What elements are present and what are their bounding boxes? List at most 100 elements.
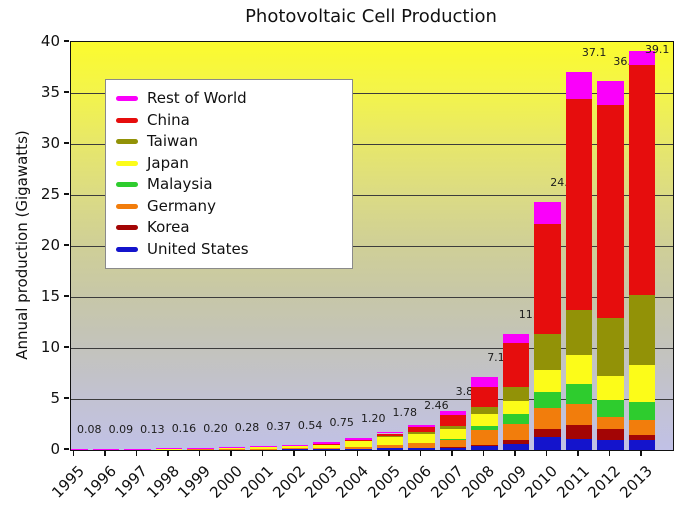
bar-segment-china-2013 (628, 65, 656, 295)
x-tick-mark-2013 (640, 451, 642, 456)
x-tick-label-2003: 2003 (300, 462, 341, 502)
bar-value-label-1998: 0.16 (171, 422, 197, 436)
x-tick-mark-2003 (324, 451, 327, 456)
bar-segment-china-2011 (565, 98, 593, 310)
bar-segment-germany-2005 (376, 444, 404, 449)
legend-swatch-icon-germany (116, 203, 138, 209)
bar-segment-rest-of-world-2008 (471, 377, 498, 388)
bar-segment-germany-2008 (471, 430, 498, 445)
gridline-10 (71, 347, 673, 349)
bar-segment-united-states-2008 (471, 445, 498, 450)
bar-segment-china-2012 (597, 105, 624, 319)
x-tick-label-2009: 2009 (489, 462, 530, 502)
bar-segment-taiwan-2010 (534, 334, 561, 370)
x-tick-label-1999: 1999 (174, 462, 215, 502)
y-tick-mark-15 (64, 295, 69, 297)
gridline-20 (71, 245, 673, 247)
x-tick-mark-2004 (356, 451, 358, 456)
x-tick-mark-2005 (388, 451, 390, 456)
legend-label-japan: Japan (147, 153, 189, 172)
bar-segment-taiwan-2013 (628, 294, 656, 366)
bar-segment-japan-2004 (345, 440, 372, 447)
bar-segment-taiwan-2011 (565, 309, 593, 355)
bar-segment-rest-of-world-2005 (376, 431, 404, 434)
bar-segment-germany-2002 (281, 448, 309, 449)
bar-2009 (502, 333, 530, 450)
y-tick-label-35: 35 (40, 83, 60, 101)
bar-value-label-2001: 0.37 (266, 420, 291, 434)
x-tick-mark-2008 (482, 451, 485, 456)
bar-segment-japan-2002 (281, 445, 309, 449)
bar-segment-taiwan-2012 (597, 318, 624, 376)
legend-label-korea: Korea (147, 218, 190, 237)
bar-segment-malaysia-2013 (628, 401, 656, 420)
bar-segment-united-states-2002 (281, 448, 309, 450)
bar-segment-rest-of-world-2013 (628, 51, 656, 66)
legend-label-china: China (147, 110, 190, 129)
bar-segment-china-2010 (534, 224, 561, 335)
y-tick-label-10: 10 (40, 338, 60, 356)
x-tick-mark-1997 (135, 451, 138, 456)
bar-segment-china-2004 (345, 439, 372, 441)
bar-segment-japan-2001 (250, 446, 277, 449)
bar-segment-malaysia-2009 (502, 414, 530, 424)
bar-value-label-1997: 0.13 (140, 422, 165, 436)
y-tick-label-30: 30 (40, 134, 60, 152)
bar-segment-malaysia-2007 (439, 438, 467, 440)
bar-segment-germany-2010 (534, 408, 561, 429)
legend-label-united-states: United States (147, 239, 249, 258)
bar-segment-germany-2011 (565, 403, 593, 426)
bar-segment-united-states-2006 (408, 448, 435, 450)
y-tick-mark-10 (64, 346, 69, 348)
bar-segment-korea-2011 (565, 425, 593, 439)
x-tick-label-2001: 2001 (237, 462, 278, 502)
bar-segment-malaysia-2008 (471, 426, 498, 431)
bar-2001 (250, 446, 277, 450)
bar-segment-china-2005 (376, 433, 404, 436)
y-tick-label-0: 0 (50, 440, 60, 458)
legend-swatch-icon-japan (116, 160, 138, 166)
x-tick-mark-2012 (608, 451, 611, 456)
bar-1997 (124, 448, 151, 450)
bar-2000 (218, 447, 246, 450)
x-tick-label-2013: 2013 (616, 462, 656, 502)
bar-segment-germany-2003 (313, 447, 340, 449)
y-tick-label-25: 25 (40, 185, 60, 203)
bar-2003 (313, 442, 340, 450)
chart-title: Photovoltaic Cell Production (245, 6, 497, 27)
bar-1996 (92, 449, 120, 450)
legend-swatch-icon-korea (116, 225, 138, 231)
bar-value-label-2002: 0.54 (297, 418, 323, 432)
bar-segment-united-states-2001 (250, 448, 277, 450)
bar-segment-united-states-2004 (345, 448, 372, 450)
x-tick-mark-1996 (104, 451, 106, 456)
bar-value-label-1995: 0.08 (77, 423, 102, 437)
y-tick-mark-0 (64, 448, 69, 450)
x-tick-mark-2010 (545, 451, 548, 456)
legend-swatch-icon-taiwan (116, 139, 138, 145)
bar-value-label-1999: 0.20 (203, 421, 228, 435)
x-tick-mark-1995 (72, 451, 75, 456)
gridline-5 (71, 398, 673, 400)
bar-segment-united-states-1998 (155, 449, 183, 450)
x-tick-label-2008: 2008 (458, 462, 499, 502)
bar-segment-taiwan-2005 (376, 435, 404, 437)
bar-2002 (281, 444, 309, 450)
legend-label-malaysia: Malaysia (147, 175, 213, 194)
bar-2013 (628, 51, 656, 450)
bar-2008 (471, 377, 498, 450)
bar-segment-japan-2007 (439, 429, 467, 439)
gridline-35 (71, 92, 673, 94)
bar-segment-united-states-2007 (439, 447, 467, 450)
bar-value-label-1996: 0.09 (108, 423, 134, 437)
bar-segment-united-states-2000 (218, 449, 246, 450)
legend-swatch-icon-rest-of-world (116, 96, 138, 102)
bar-segment-taiwan-2006 (408, 431, 435, 434)
legend-item-korea: Korea (116, 217, 342, 239)
bar-segment-korea-2010 (534, 428, 561, 438)
legend-item-germany: Germany (116, 196, 342, 218)
legend-swatch-icon-united-states (116, 246, 138, 252)
y-tick-label-15: 15 (40, 287, 60, 305)
bar-segment-germany-2007 (439, 439, 467, 448)
bar-value-label-2000: 0.28 (234, 421, 260, 435)
